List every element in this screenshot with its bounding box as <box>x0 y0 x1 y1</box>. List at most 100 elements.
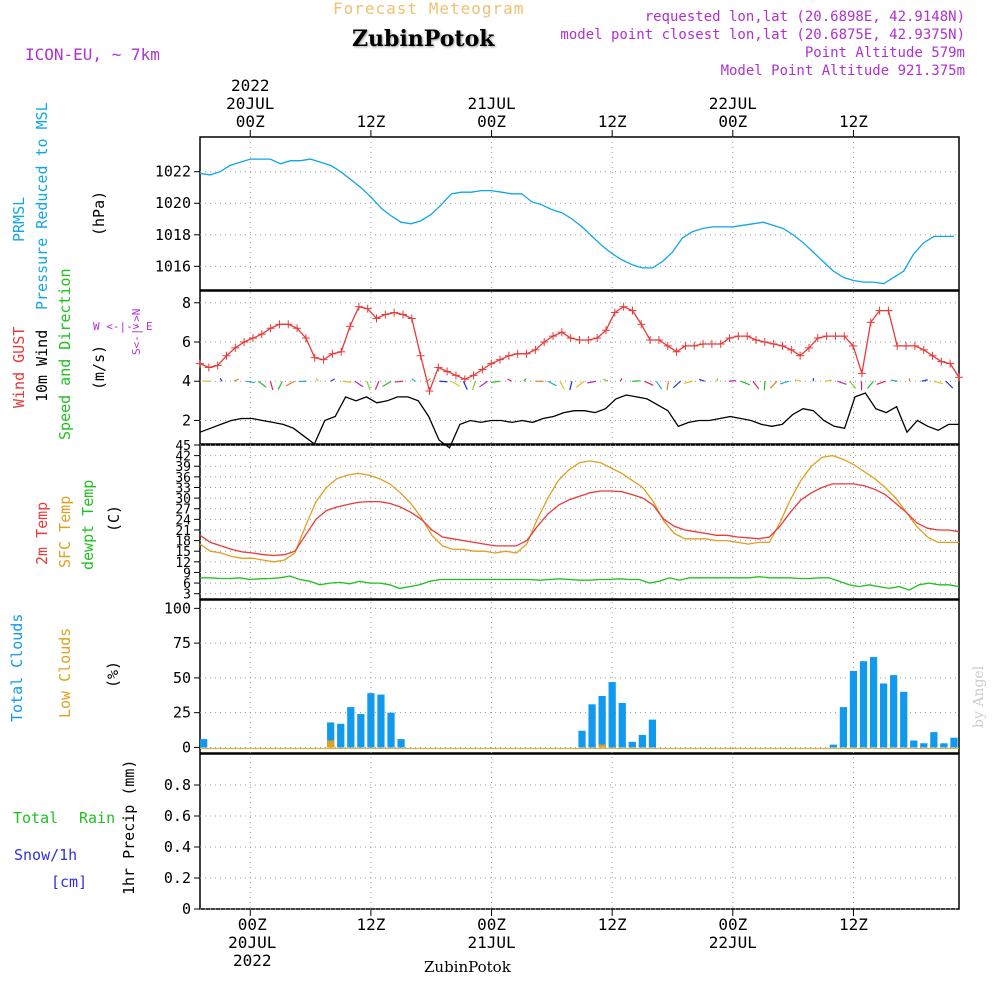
closest-coords: model point closest lon,lat (20.6875E, 4… <box>560 27 965 43</box>
station-title: ZubinPotok <box>352 26 495 52</box>
wind-direction-arrow <box>354 380 364 388</box>
y-tick-label: 15 <box>175 545 191 560</box>
wind-direction-arrow <box>933 380 944 385</box>
gust-marker <box>540 338 549 346</box>
clouds-unit-label: (%) <box>104 660 122 688</box>
y-tick-label: 6 <box>183 577 191 592</box>
gust-marker <box>699 339 708 348</box>
gust-marker <box>381 310 390 319</box>
point-altitude: Point Altitude 579m <box>804 45 965 61</box>
wind-direction-arrow <box>411 378 416 382</box>
y-tick-label: 1020 <box>155 194 191 212</box>
footer-station: ZubinPotok <box>424 958 511 976</box>
wind-direction-arrow <box>382 380 392 387</box>
low-cloud-bar <box>598 744 606 748</box>
gust-marker <box>222 351 231 360</box>
wind-direction-arrow <box>233 378 240 382</box>
total-cloud-bar <box>900 691 908 748</box>
total-cloud-bar <box>387 712 395 748</box>
gust-marker <box>584 336 593 345</box>
wind-direction-arrow <box>619 378 623 382</box>
gust-marker <box>752 336 761 345</box>
total-cloud-bar <box>849 670 858 748</box>
wind-direction-arrow <box>728 379 736 382</box>
time-label-top: 22JUL <box>709 94 757 113</box>
total-cloud-bar <box>890 675 898 748</box>
y-tick-label: 6 <box>182 333 191 351</box>
y-tick-label: 25 <box>173 704 191 722</box>
wind-direction-arrow <box>269 381 274 391</box>
gust-marker <box>637 320 646 329</box>
panel-frame-3 <box>199 599 960 754</box>
time-label-bottom: 2022 <box>233 951 272 970</box>
gust-marker <box>849 341 858 350</box>
gust-marker <box>487 359 496 368</box>
panel-frame-2 <box>199 444 960 600</box>
gust-marker <box>955 373 963 382</box>
gust-marker <box>707 339 716 348</box>
gust-marker <box>575 336 584 345</box>
y-tick-label: 39 <box>175 460 191 475</box>
gust-marker <box>248 334 257 343</box>
gust-marker <box>425 387 434 396</box>
wind-direction-arrow <box>945 380 954 389</box>
gust-marker <box>416 351 425 360</box>
total-cloud-bar <box>327 722 335 748</box>
wind-unit-label: (m/s) <box>90 344 108 390</box>
total-cloud-bar <box>628 741 636 748</box>
wind-direction-arrow <box>471 381 477 391</box>
y-tick-label: 100 <box>164 599 191 617</box>
total-cloud-bar <box>578 730 586 748</box>
gust-marker <box>301 334 310 343</box>
gust-marker <box>504 351 513 360</box>
gust-marker <box>769 339 778 348</box>
time-label-bottom: 12Z <box>839 915 868 934</box>
gust-marker <box>469 371 478 380</box>
gust-marker <box>734 332 743 341</box>
gust-marker <box>937 357 946 366</box>
total-cloud-bar <box>910 740 918 748</box>
y-tick-label: 0.6 <box>164 807 191 825</box>
gust-marker <box>610 308 619 317</box>
gust-marker <box>690 341 699 350</box>
wind-direction-arrow <box>257 380 267 388</box>
panel-frame-4 <box>199 753 960 910</box>
total-cloud-bar <box>950 737 958 748</box>
credit-label: by Angel <box>971 665 987 728</box>
total-cloud-bar <box>588 704 596 748</box>
total-cloud-bar <box>930 732 938 748</box>
gust-marker <box>284 320 293 329</box>
precip-axis-label: 1hr Precip (mm) <box>120 759 138 895</box>
total-cloud-bar <box>869 657 878 748</box>
y-tick-label: 3 <box>183 588 191 603</box>
gust-marker <box>531 345 540 354</box>
total-cloud-bar <box>638 734 646 748</box>
wind-direction-arrow <box>330 378 335 382</box>
wind-direction-arrow <box>866 380 875 389</box>
time-label-bottom: 12Z <box>598 915 627 934</box>
temp-unit-label: (C) <box>105 504 123 532</box>
total-cloud-bar <box>839 707 848 748</box>
wind-direction-arrow <box>848 380 857 389</box>
wind-direction-arrow <box>479 380 488 388</box>
y-tick-label: 12 <box>175 556 191 571</box>
gust-marker <box>663 341 672 350</box>
time-label-top: 12Z <box>839 112 868 131</box>
gust-marker <box>549 332 558 341</box>
gust-marker <box>778 341 787 350</box>
gust-marker <box>654 336 663 345</box>
wind-direction-arrow <box>666 381 670 391</box>
y-tick-label: 24 <box>175 513 191 528</box>
time-label-top: 00Z <box>477 112 506 131</box>
y-tick-label: 9 <box>183 566 191 581</box>
gust-marker <box>760 338 769 346</box>
sfc-temp-line <box>199 454 959 563</box>
gust-marker <box>434 363 443 372</box>
gust-label: Wind GUST <box>10 326 28 408</box>
gust-marker <box>813 334 822 343</box>
gust-marker <box>196 359 204 368</box>
wind-direction-arrow <box>779 380 790 385</box>
y-tick-label: 18 <box>175 535 191 550</box>
time-label-top: 00Z <box>718 112 747 131</box>
model-name: ICON-EU, ~ 7km <box>25 45 160 64</box>
